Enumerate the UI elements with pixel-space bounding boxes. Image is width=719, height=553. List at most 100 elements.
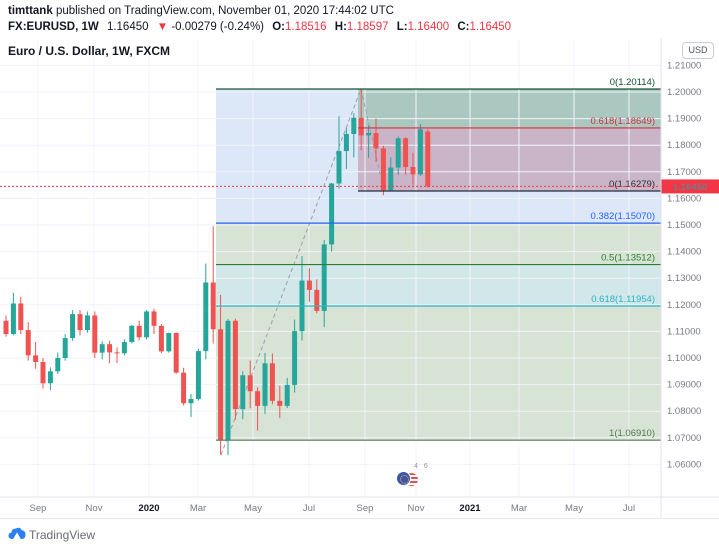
x-axis-tick: Mar [190,503,206,514]
x-axis-tick: May [244,503,262,514]
fib-trendline[interactable] [360,88,385,192]
fib-level-label: 0(1.16279) [609,179,655,190]
candle-body [92,315,98,353]
candle-body [255,391,261,406]
candle-body [203,282,209,352]
candle-body [114,352,120,354]
candle-body [121,342,127,354]
brand-name[interactable]: TradingView [29,528,96,542]
x-axis-tick: Nov [86,503,103,514]
fib-zone [216,306,661,441]
candle-body [284,384,290,406]
y-axis-tick: 1.07000 [667,433,701,444]
author-name[interactable]: timttank [8,5,53,17]
candle-body [292,331,298,385]
candle-body [306,280,312,290]
x-axis-tick: 2021 [459,503,481,514]
y-axis-tick: 1.17000 [667,167,701,178]
candle-body [25,330,31,356]
y-axis-tick: 1.11000 [667,326,701,337]
symbol-timeframe[interactable]: FX:EURUSD, 1W [8,21,99,33]
close-label: C: [457,21,470,33]
published-text: published on TradingView.com, November 0… [55,5,394,17]
x-axis-tick: Sep [30,503,47,514]
symbol-watermark: 4 6 [394,463,434,493]
footer-bar: TradingView [0,518,719,553]
candle-body [84,315,90,331]
fib-level-label: 0.618(1.11954) [591,294,655,305]
x-axis-tick: May [565,503,583,514]
candle-body [336,151,342,184]
publish-header: timttank published on TradingView.com, N… [0,0,719,38]
candle-body [388,167,394,191]
last-price: 1.16450 [106,21,149,33]
candle-body [321,244,327,311]
candle-body [343,134,349,152]
open-value: 1.18516 [285,21,327,33]
x-axis-tick: Nov [408,503,425,514]
candle-body [70,314,76,339]
candle-body [403,138,409,168]
candle-body [366,132,372,136]
open-label: O: [272,21,285,33]
candle-body [55,358,61,372]
y-axis-tick: 1.15000 [667,220,701,231]
candle-body [107,344,113,353]
y-axis-tick: 1.06000 [667,459,701,470]
tradingview-logo-icon[interactable] [8,527,26,545]
fib-zone [216,264,661,307]
candle-body [210,282,216,330]
y-axis-tick: 1.13000 [667,273,701,284]
candle-body [188,398,194,404]
candle-body [144,311,150,338]
fib-level-label: 0.5(1.13512) [601,253,655,264]
candle-body [358,117,364,136]
x-axis-tick: Jul [623,503,635,514]
candle-body [166,332,172,352]
currency-chip[interactable]: USD [682,42,714,59]
candle-body [77,314,83,331]
chart-title: Euro / U.S. Dollar, 1W, FXCM [8,44,171,58]
low-label: L: [396,21,408,33]
candle-body [136,325,142,338]
candle-body [99,344,105,353]
fib-level-label: 1(1.06910) [609,428,655,439]
current-price-tag-value: 1.16450 [673,182,707,193]
candle-body [47,371,53,384]
candle-body [329,183,335,245]
watermark-digits: 4 6 [414,463,430,470]
candle-body [40,361,46,384]
candle-body [225,320,231,440]
candle-body [173,332,179,373]
candle-body [158,325,164,352]
y-axis-tick: 1.16000 [667,193,701,204]
y-axis-tick: 1.14000 [667,247,701,258]
price-change: -0.00279 (-0.24%) [171,21,265,33]
fib-level-label: 0.382(1.15070) [591,211,655,222]
candle-body [314,289,320,311]
candle-body [373,132,379,149]
fib-zone [358,88,661,128]
y-axis-tick: 1.10000 [667,353,701,364]
candle-body [277,400,283,406]
x-axis-tick: Sep [357,503,374,514]
candle-body [351,117,357,135]
fib-zone [216,223,661,265]
candle-body [410,167,416,175]
candle-body [181,372,187,404]
x-axis-tick: Mar [511,503,527,514]
candle-body [417,129,423,175]
fib-level-label: 0(1.20114) [610,77,655,88]
candle-body [269,363,275,401]
high-value: 1.18597 [346,21,389,33]
close-value: 1.16450 [469,21,512,33]
candle-body [151,311,157,326]
candle-body [18,303,24,331]
y-axis-tick: 1.12000 [667,300,701,311]
y-axis-tick: 1.09000 [667,380,701,391]
low-value: 1.16400 [407,21,450,33]
candle-body [195,351,201,399]
byline: timttank published on TradingView.com, N… [8,5,394,17]
